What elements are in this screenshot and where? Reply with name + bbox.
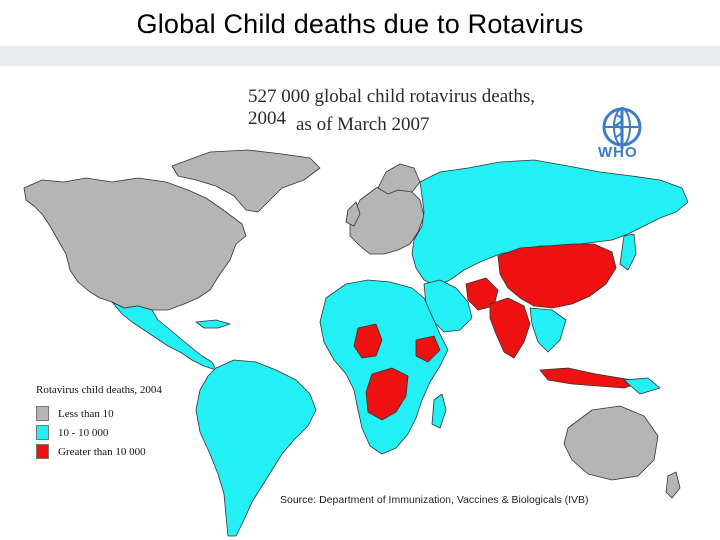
source-attribution: Source: Department of Immunization, Vacc… bbox=[280, 494, 589, 506]
region-mexico-central-america bbox=[111, 301, 217, 371]
region-ethiopia bbox=[415, 335, 441, 363]
legend-swatch-high bbox=[36, 444, 49, 459]
who-emblem-icon bbox=[602, 107, 642, 149]
legend-item-low: Less than 10 bbox=[36, 404, 166, 423]
region-scandinavia bbox=[377, 163, 421, 195]
who-logo-text: WHO bbox=[598, 144, 638, 161]
legend-item-medium: 10 - 10 000 bbox=[36, 423, 166, 442]
region-nigeria bbox=[353, 323, 383, 359]
world-map-panel: 527 000 global child rotavirus deaths, 2… bbox=[20, 84, 688, 540]
world-map bbox=[23, 149, 688, 537]
region-greenland bbox=[171, 149, 321, 213]
region-indonesia bbox=[539, 367, 643, 389]
legend-label-medium: 10 - 10 000 bbox=[58, 426, 109, 439]
legend-item-high: Greater than 10 000 bbox=[36, 442, 166, 461]
region-central-africa bbox=[365, 367, 409, 421]
map-date: as of March 2007 bbox=[296, 114, 430, 135]
region-uk bbox=[345, 201, 361, 227]
map-title: 527 000 global child rotavirus deaths, 2… bbox=[248, 86, 536, 129]
legend-swatch-medium bbox=[36, 425, 49, 440]
title-band bbox=[0, 46, 720, 66]
legend-swatch-low bbox=[36, 406, 49, 421]
slide-title: Global Child deaths due to Rotavirus bbox=[136, 9, 584, 39]
region-new-zealand bbox=[665, 471, 681, 499]
region-south-america bbox=[195, 359, 317, 537]
region-japan bbox=[619, 233, 637, 271]
region-china bbox=[497, 243, 617, 309]
legend-title: Rotavirus child deaths, 2004 bbox=[36, 384, 162, 396]
region-north-america bbox=[23, 177, 247, 311]
legend-label-low: Less than 10 bbox=[58, 407, 114, 420]
map-legend: Rotavirus child deaths, 2004 Less than 1… bbox=[36, 384, 166, 461]
region-russia-asia bbox=[411, 159, 688, 287]
region-southeast-asia bbox=[529, 307, 567, 353]
region-africa bbox=[319, 279, 449, 455]
region-india bbox=[489, 297, 531, 359]
region-australia bbox=[563, 405, 659, 481]
region-madagascar bbox=[431, 393, 447, 429]
region-caribbean bbox=[195, 319, 231, 329]
legend-label-high: Greater than 10 000 bbox=[58, 445, 146, 458]
region-png bbox=[623, 377, 661, 395]
